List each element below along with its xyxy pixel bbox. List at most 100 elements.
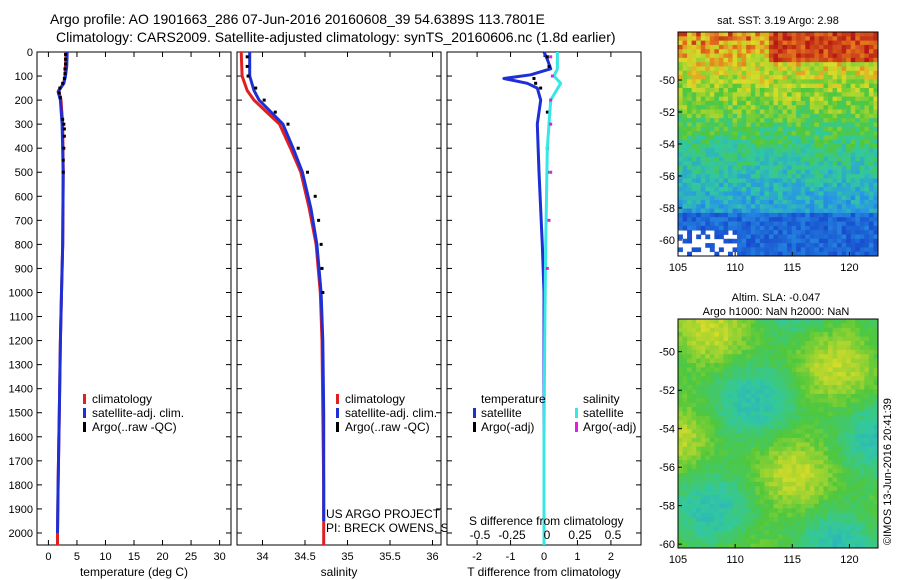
map-cell (805, 217, 811, 222)
map-cell (814, 75, 820, 80)
map-cell (682, 92, 688, 98)
map-cell (837, 437, 843, 443)
map-cell (787, 451, 793, 456)
map-cell (687, 165, 693, 171)
map-cell (859, 539, 865, 544)
map-cell (709, 191, 715, 197)
map-cell (796, 53, 802, 59)
map-cell (846, 109, 852, 115)
y-tick-label: -56 (659, 462, 675, 474)
map-cell (768, 371, 774, 377)
series-point (63, 72, 67, 76)
map-cell (737, 109, 743, 115)
map-cell (850, 122, 856, 128)
map-cell (778, 225, 783, 231)
map-cell (796, 178, 802, 184)
map-cell (682, 385, 688, 390)
map-cell (850, 380, 856, 386)
map-cell (737, 323, 743, 329)
map-cell (873, 345, 879, 351)
map-cell (700, 499, 706, 505)
map-cell (846, 88, 852, 93)
map-cell (814, 191, 820, 197)
map-cell (855, 243, 861, 248)
map-cell (741, 451, 747, 456)
map-cell (855, 429, 861, 434)
map-cell (773, 152, 779, 158)
map-cell (728, 354, 733, 360)
map-cell (746, 503, 752, 509)
map-cell (768, 57, 774, 63)
map-cell (728, 113, 733, 119)
map-cell (868, 238, 874, 244)
map-cell (678, 221, 683, 227)
project-credit: US ARGO PROJECT (326, 507, 441, 521)
map-cell (800, 495, 806, 500)
map-cell (864, 204, 870, 210)
map-cell (750, 385, 756, 390)
map-cell (741, 96, 747, 102)
map-cell (859, 131, 865, 136)
map-cell (696, 407, 702, 412)
map-cell (814, 398, 820, 404)
map-cell (823, 363, 829, 368)
map-cell (750, 429, 756, 434)
map-cell (764, 187, 770, 192)
map-cell (818, 70, 824, 76)
map-cell (837, 247, 843, 253)
map-cell (841, 442, 847, 448)
map-cell (855, 517, 861, 522)
map-cell (832, 446, 838, 452)
map-cell (732, 36, 738, 42)
map-cell (678, 341, 683, 346)
map-cell (796, 459, 802, 465)
map-cell (687, 543, 693, 549)
map-cell (832, 109, 838, 115)
map-cell (755, 83, 761, 89)
map-cell (700, 152, 706, 158)
map-cell (696, 131, 702, 136)
map-cell (741, 367, 747, 373)
map-cell (755, 57, 761, 63)
map-cell (855, 530, 861, 536)
map-cell (682, 433, 688, 439)
map-cell (868, 66, 874, 72)
map-cell (846, 358, 852, 364)
map-cell (809, 139, 815, 145)
map-cell (687, 66, 693, 72)
map-cell (773, 341, 779, 346)
map-cell (750, 543, 756, 549)
map-cell (791, 169, 797, 175)
map-cell (723, 442, 729, 448)
map-cell (855, 521, 861, 527)
map-cell (828, 204, 833, 210)
map-cell (791, 380, 797, 386)
map-cell (841, 144, 847, 149)
map-cell (773, 225, 779, 231)
map-cell (814, 92, 820, 98)
map-cell (700, 508, 706, 514)
map-cell (868, 88, 874, 93)
map-cell (828, 464, 833, 470)
map-cell (723, 139, 729, 145)
map-cell (759, 327, 765, 333)
map-cell (723, 521, 729, 527)
map-cell (746, 36, 752, 42)
map-cell (764, 212, 770, 218)
map-cell (737, 459, 743, 465)
map-cell (800, 398, 806, 404)
map-cell (723, 212, 729, 218)
map-cell (828, 490, 833, 496)
map-cell (823, 238, 829, 244)
map-cell (705, 411, 711, 417)
map-cell (700, 40, 706, 46)
map-cell (818, 363, 824, 368)
map-cell (691, 543, 697, 549)
map-cell (837, 473, 843, 478)
map-cell (741, 187, 747, 192)
map-cell (691, 499, 697, 505)
map-cell (814, 380, 820, 386)
argo-height-title: Argo h1000: NaN h2000: NaN (703, 306, 850, 318)
map-cell (791, 221, 797, 227)
